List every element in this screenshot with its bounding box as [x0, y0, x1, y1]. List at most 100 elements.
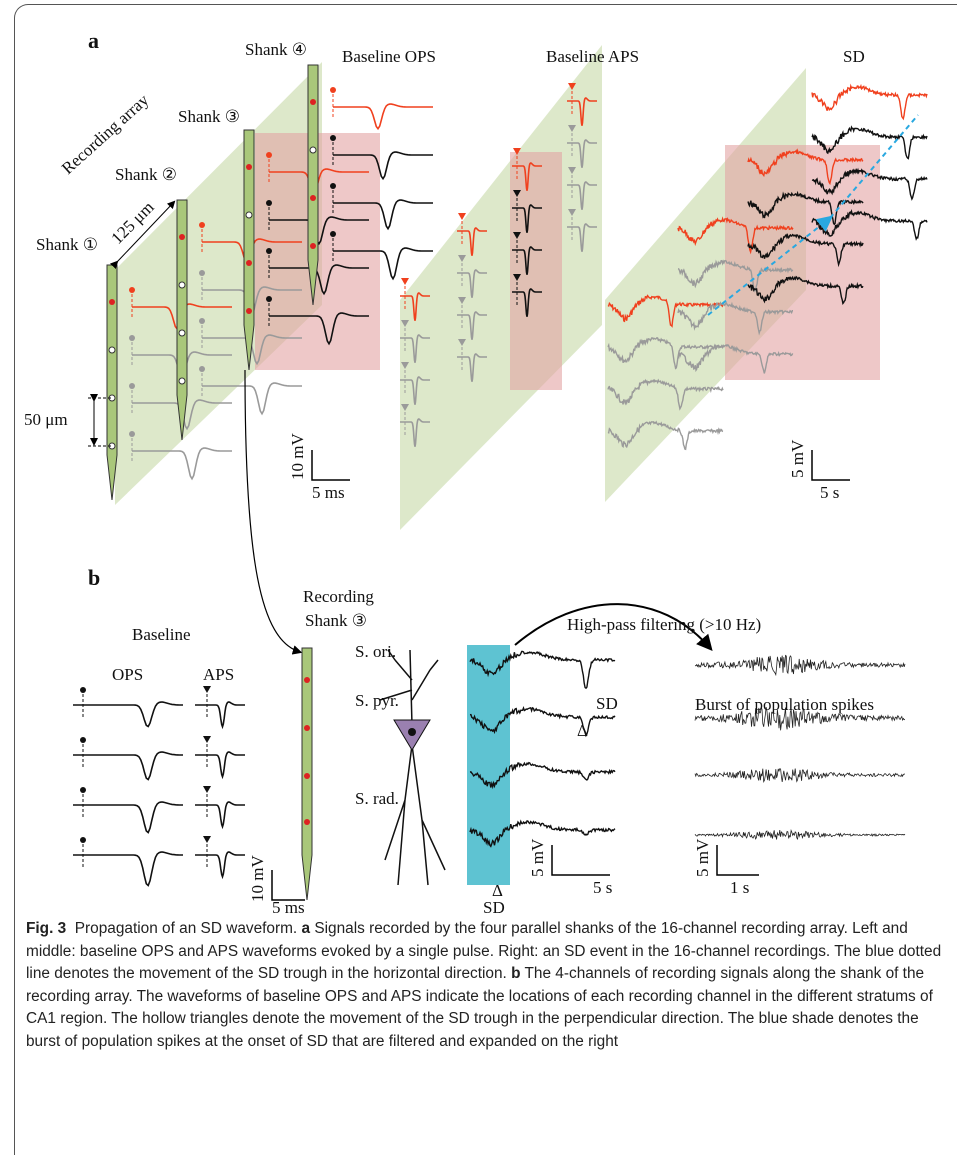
shank-label: Shank ② — [115, 165, 177, 184]
stim-marker — [330, 135, 336, 141]
label: APS — [203, 665, 234, 684]
scale-label: 5 mV — [528, 838, 547, 877]
electrode — [304, 773, 310, 779]
scale-bar — [272, 870, 305, 900]
label: SD — [596, 694, 618, 713]
waveform — [73, 852, 183, 885]
stim-marker — [203, 736, 211, 743]
panel-label: b — [88, 565, 100, 590]
electrode — [109, 347, 115, 353]
electrode — [179, 330, 185, 336]
label: High-pass filtering (>10 Hz) — [567, 615, 761, 634]
stim-marker — [129, 335, 135, 341]
panel-label: a — [88, 28, 99, 53]
scale-label: 10 mV — [288, 433, 307, 480]
title: Baseline OPS — [342, 47, 436, 66]
scale-label: 5 ms — [312, 483, 345, 502]
caption: Fig. 3 Propagation of an SD waveform. a … — [26, 918, 951, 1053]
stim-marker — [80, 837, 86, 843]
electrode — [310, 99, 316, 105]
stim-marker — [80, 787, 86, 793]
waveform — [195, 752, 245, 777]
scale-bar — [312, 450, 350, 480]
waveform — [73, 802, 183, 832]
neuron — [380, 650, 445, 885]
electrode — [179, 282, 185, 288]
arrow — [245, 370, 300, 652]
waveform — [195, 702, 245, 727]
scale-label: 10 mV — [248, 855, 267, 902]
stim-marker — [266, 200, 272, 206]
scale-bar — [552, 845, 610, 875]
scale-label: 5 s — [593, 878, 612, 897]
electrode — [310, 243, 316, 249]
label: Baseline — [132, 625, 191, 644]
electrode — [310, 147, 316, 153]
electrode — [304, 677, 310, 683]
electrode — [310, 195, 316, 201]
caption-part-label: a — [301, 920, 310, 937]
shank-label: Shank ① — [36, 235, 98, 254]
waveform — [195, 802, 245, 827]
stim-marker — [330, 87, 336, 93]
scale-label: 5 s — [820, 483, 839, 502]
stratum-label: S. pyr. — [355, 691, 399, 710]
caption-label: Fig. 3 — [26, 920, 66, 937]
stim-marker — [199, 318, 205, 324]
stim-marker — [330, 183, 336, 189]
stratum-label: S. rad. — [355, 789, 399, 808]
electrode — [246, 212, 252, 218]
stim-marker — [199, 270, 205, 276]
shank-label: Shank ④ — [245, 40, 307, 59]
stim-marker — [129, 431, 135, 437]
stim-marker — [80, 687, 86, 693]
stim-marker — [199, 222, 205, 228]
scale-label: 1 s — [730, 878, 749, 897]
electrode — [246, 308, 252, 314]
stim-marker — [401, 278, 409, 285]
stim-marker — [199, 366, 205, 372]
caption-part-label: b — [511, 965, 520, 982]
label: SD — [483, 898, 505, 915]
label: OPS — [112, 665, 143, 684]
waveform — [73, 752, 183, 779]
stim-marker — [266, 248, 272, 254]
scale-label: 5 ms — [272, 898, 305, 915]
stim-marker — [203, 686, 211, 693]
page: a Recording array Shank ① Shank ② Shank … — [0, 0, 957, 1155]
burst-trace — [695, 769, 905, 782]
scale-bar — [812, 450, 850, 480]
electrode — [304, 819, 310, 825]
plane — [400, 45, 602, 530]
blue-shade — [467, 645, 510, 885]
burst-trace — [695, 830, 905, 839]
electrode — [179, 378, 185, 384]
waveform — [195, 852, 245, 877]
label: Recording — [303, 587, 374, 606]
nucleus — [408, 728, 416, 736]
spacing-label: 50 μm — [24, 410, 68, 429]
caption-title: Propagation of an SD waveform. — [75, 920, 297, 937]
electrode — [246, 260, 252, 266]
stim-marker — [266, 152, 272, 158]
electrode — [179, 234, 185, 240]
sd-trace — [812, 86, 927, 119]
scale-label: 5 mV — [693, 838, 712, 877]
scale-bar — [717, 845, 759, 875]
stim-marker — [80, 737, 86, 743]
stim-marker — [203, 786, 211, 793]
electrode — [304, 725, 310, 731]
electrode — [246, 164, 252, 170]
stim-marker — [330, 231, 336, 237]
stim-marker — [203, 836, 211, 843]
electrode — [109, 299, 115, 305]
shank-label: Shank ③ — [178, 107, 240, 126]
stim-marker — [266, 296, 272, 302]
marker: Δ — [577, 721, 588, 740]
waveform — [333, 104, 433, 129]
figure: a Recording array Shank ① Shank ② Shank … — [0, 0, 957, 915]
background-shapes — [115, 45, 880, 885]
shade — [510, 152, 562, 390]
stratum-label: S. ori. — [355, 642, 396, 661]
burst-trace — [695, 656, 905, 675]
